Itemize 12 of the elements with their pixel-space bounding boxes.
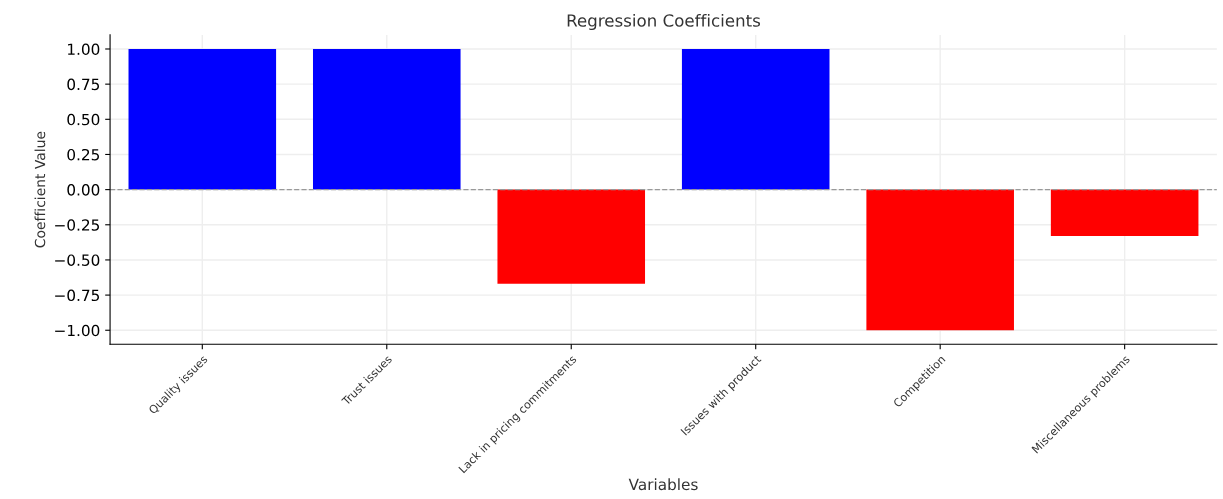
y-axis-title: Coefficient Value [34, 131, 46, 248]
y-tick-label: −1.00 [55, 324, 100, 337]
y-tick-label: 0.25 [67, 148, 100, 161]
chart-title: Regression Coefficients [567, 13, 761, 31]
x-axis-title: Variables [628, 478, 698, 491]
y-tick-label: −0.50 [55, 254, 100, 266]
y-tick-label: −0.25 [55, 219, 100, 231]
y-tick-label: 0.00 [67, 184, 100, 196]
y-tick-label: −0.75 [55, 289, 100, 302]
y-tick-label: 0.75 [67, 78, 100, 91]
y-tick-label: 0.50 [67, 113, 100, 126]
y-tick-label: 1.00 [68, 43, 100, 56]
